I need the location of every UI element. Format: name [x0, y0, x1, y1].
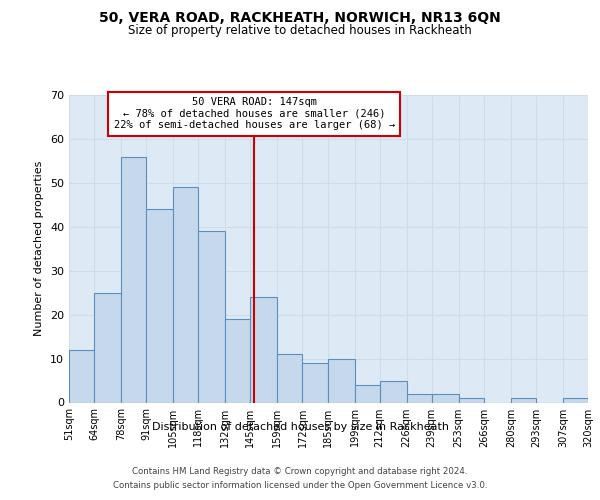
Bar — [380, 380, 407, 402]
Bar — [511, 398, 536, 402]
Bar — [432, 394, 459, 402]
Bar — [94, 292, 121, 403]
Bar — [563, 398, 588, 402]
Bar — [250, 297, 277, 403]
Bar — [198, 231, 225, 402]
Bar — [407, 394, 432, 402]
Bar — [146, 209, 173, 402]
Bar — [173, 187, 198, 402]
Bar — [277, 354, 302, 403]
Bar — [459, 398, 484, 402]
Text: 50 VERA ROAD: 147sqm
← 78% of detached houses are smaller (246)
22% of semi-deta: 50 VERA ROAD: 147sqm ← 78% of detached h… — [113, 97, 395, 130]
Bar — [355, 385, 380, 402]
Bar — [302, 363, 328, 403]
Text: Distribution of detached houses by size in Rackheath: Distribution of detached houses by size … — [151, 422, 449, 432]
Bar — [121, 156, 146, 402]
Text: Size of property relative to detached houses in Rackheath: Size of property relative to detached ho… — [128, 24, 472, 37]
Bar — [328, 358, 355, 403]
Y-axis label: Number of detached properties: Number of detached properties — [34, 161, 44, 336]
Text: 50, VERA ROAD, RACKHEATH, NORWICH, NR13 6QN: 50, VERA ROAD, RACKHEATH, NORWICH, NR13 … — [99, 11, 501, 25]
Text: Contains HM Land Registry data © Crown copyright and database right 2024.
Contai: Contains HM Land Registry data © Crown c… — [113, 468, 487, 489]
Bar — [225, 319, 250, 402]
Bar — [69, 350, 94, 403]
